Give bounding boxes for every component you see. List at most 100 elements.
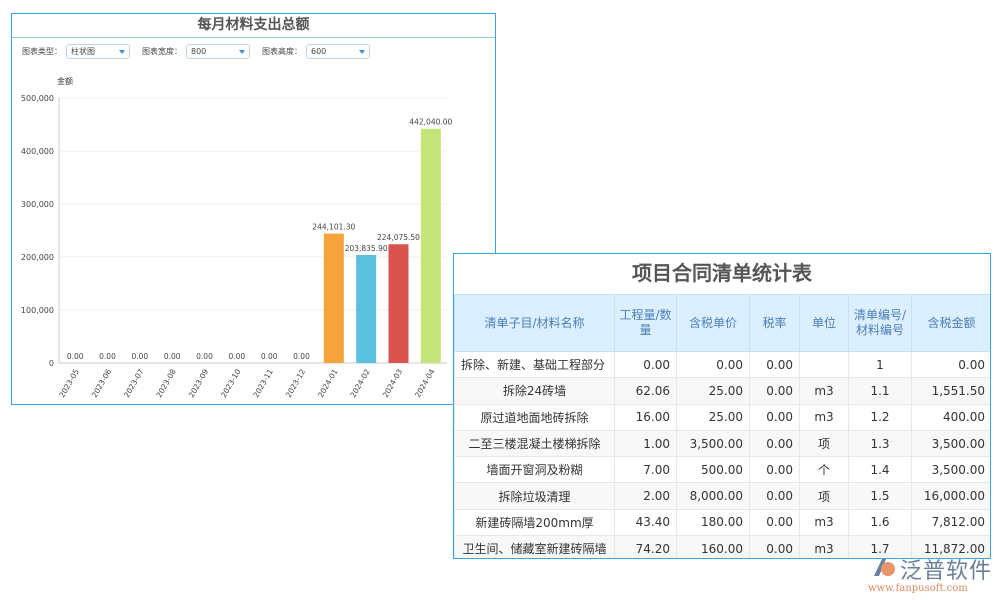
table-cell: 0.00 — [911, 350, 990, 379]
chart-type-value: 柱状图 — [71, 47, 95, 56]
table-row[interactable]: 拆除24砖墙 62.06 25.00 0.00 m3 1.1 1,551.50 — [454, 377, 990, 405]
table-cell: 0.00 — [749, 508, 800, 537]
table-cell: 1.2 — [848, 403, 912, 431]
data-label: 0.00 — [164, 352, 181, 361]
y-tick-label: 400,000 — [21, 147, 54, 156]
y-tick-label: 300,000 — [21, 200, 54, 209]
x-tick-label: 2023-08 — [154, 367, 178, 399]
table-row[interactable]: 拆除垃圾清理 2.00 8,000.00 0.00 项 1.5 16,000.00 — [454, 482, 990, 510]
bar-chart: 金额 0 100,000 200,000 300,000 400,000 500,000 0.… — [21, 76, 453, 399]
chart-width-value: 800 — [191, 47, 207, 56]
data-label: 224,075.50 — [377, 233, 420, 242]
table-cell — [799, 350, 849, 379]
table-cell: 1.6 — [848, 508, 912, 537]
x-tick-label: 2024-01 — [316, 367, 340, 399]
table-cell: 0.00 — [749, 377, 800, 405]
table-cell: 1.1 — [848, 377, 912, 405]
table-cell: 3,500.00 — [911, 429, 990, 458]
table-row[interactable]: 墙面开窗洞及粉糊 7.00 500.00 0.00 个 1.4 3,500.00 — [454, 456, 990, 484]
x-tick-label: 2024-02 — [348, 367, 372, 399]
y-tick-label: 200,000 — [21, 253, 54, 262]
x-tick-label: 2023-06 — [90, 367, 114, 399]
table-cell: 新建砖隔墙200mm厚 — [454, 508, 615, 537]
table-cell: 墙面开窗洞及粉糊 — [454, 456, 615, 484]
table-cell: 62.06 — [614, 377, 677, 405]
column-header[interactable]: 税率 — [749, 294, 800, 352]
table-cell: 卫生间、储藏室新建砖隔墙 — [454, 535, 615, 558]
chevron-down-icon — [359, 50, 365, 54]
logo-mark-icon — [874, 559, 895, 576]
column-header[interactable]: 含税金额 — [911, 294, 990, 352]
table-cell: 0.00 — [749, 535, 800, 558]
contract-table: 清单子目/材料名称 工程量/数量 含税单价 税率 单位 清单编号/材料编号 含税金额 拆除、… — [454, 294, 990, 558]
table-cell: 7,812.00 — [911, 508, 990, 537]
table-cell: 二至三楼混凝土楼梯拆除 — [454, 429, 615, 458]
chart-height-select[interactable]: 600 — [306, 44, 370, 59]
logo-brand: 泛普软件 — [900, 559, 993, 584]
table-row[interactable]: 二至三楼混凝土楼梯拆除 1.00 3,500.00 0.00 项 1.3 3,500.00 — [454, 429, 990, 458]
x-tick-label: 2023-10 — [219, 367, 243, 399]
chart-width-select[interactable]: 800 — [186, 44, 250, 59]
column-header[interactable]: 工程量/数量 — [614, 294, 677, 352]
column-header[interactable]: 单位 — [799, 294, 849, 352]
table-cell: 25.00 — [676, 377, 750, 405]
column-header[interactable]: 含税单价 — [676, 294, 750, 352]
y-tick-label: 100,000 — [21, 306, 54, 315]
chart-type-label: 图表类型： — [22, 47, 62, 56]
table-cell: 8,000.00 — [676, 482, 750, 510]
data-label: 203,835.90 — [345, 244, 388, 253]
table-cell: 1,551.50 — [911, 377, 990, 405]
chart-height-label: 图表高度： — [262, 47, 302, 56]
table-cell: 拆除垃圾清理 — [454, 482, 615, 510]
bar — [420, 128, 441, 363]
table-cell: 原过道地面地砖拆除 — [454, 403, 615, 431]
table-cell: 43.40 — [614, 508, 677, 537]
table-cell: 拆除、新建、基础工程部分 — [454, 350, 615, 379]
data-label: 0.00 — [131, 352, 148, 361]
data-label: 0.00 — [228, 352, 245, 361]
table-cell: 3,500.00 — [676, 429, 750, 458]
data-label: 244,101.30 — [312, 223, 355, 232]
table-cell: 7.00 — [614, 456, 677, 484]
table-cell: 0.00 — [676, 350, 750, 379]
table-row[interactable]: 拆除、新建、基础工程部分 0.00 0.00 0.00 1 0.00 — [454, 350, 990, 379]
table-cell: m3 — [799, 403, 849, 431]
y-tick-label: 500,000 — [21, 94, 54, 103]
logo-url: www.fanpusoft.com — [868, 583, 968, 594]
chart-title: 每月材料支出总额 — [12, 14, 495, 38]
table-cell: 1.7 — [848, 535, 912, 558]
table-cell: 0.00 — [749, 350, 800, 379]
table-cell: 1.00 — [614, 429, 677, 458]
table-cell: 2.00 — [614, 482, 677, 510]
table-cell: 0.00 — [749, 482, 800, 510]
bar — [323, 233, 344, 363]
table-cell: 0.00 — [749, 429, 800, 458]
x-tick-label: 2023-11 — [251, 367, 275, 399]
chart-height-value: 600 — [311, 47, 327, 56]
table-cell: 拆除24砖墙 — [454, 377, 615, 405]
table-cell: 1 — [848, 350, 912, 379]
table-cell: 500.00 — [676, 456, 750, 484]
chevron-down-icon — [239, 50, 245, 54]
data-label: 442,040.00 — [409, 118, 452, 127]
table-cell: 个 — [799, 456, 849, 484]
table-row[interactable]: 原过道地面地砖拆除 16.00 25.00 0.00 m3 1.2 400.00 — [454, 403, 990, 431]
table-cell: 0.00 — [614, 350, 677, 379]
table-row[interactable]: 新建砖隔墙200mm厚 43.40 180.00 0.00 m3 1.6 7,812.00 — [454, 508, 990, 537]
column-header[interactable]: 清单编号/材料编号 — [848, 294, 912, 352]
column-header[interactable]: 清单子目/材料名称 — [454, 294, 615, 352]
data-label: 0.00 — [99, 352, 116, 361]
x-tick-label: 2023-05 — [57, 367, 81, 399]
x-tick-label: 2024-03 — [381, 367, 405, 399]
table-cell: m3 — [799, 508, 849, 537]
table-cell: 11,872.00 — [911, 535, 990, 558]
table-cell: 400.00 — [911, 403, 990, 431]
table-cell: 180.00 — [676, 508, 750, 537]
table-cell: 3,500.00 — [911, 456, 990, 484]
chart-type-select[interactable]: 柱状图 — [66, 44, 130, 59]
table-row[interactable]: 卫生间、储藏室新建砖隔墙 74.20 160.00 0.00 m3 1.7 11,872.0… — [454, 535, 990, 558]
chart-controls: 图表类型： 柱状图 图表宽度： 800 图表高度： 600 — [22, 44, 382, 59]
table-cell: 1.3 — [848, 429, 912, 458]
bar — [388, 244, 409, 363]
table-cell: 16,000.00 — [911, 482, 990, 510]
